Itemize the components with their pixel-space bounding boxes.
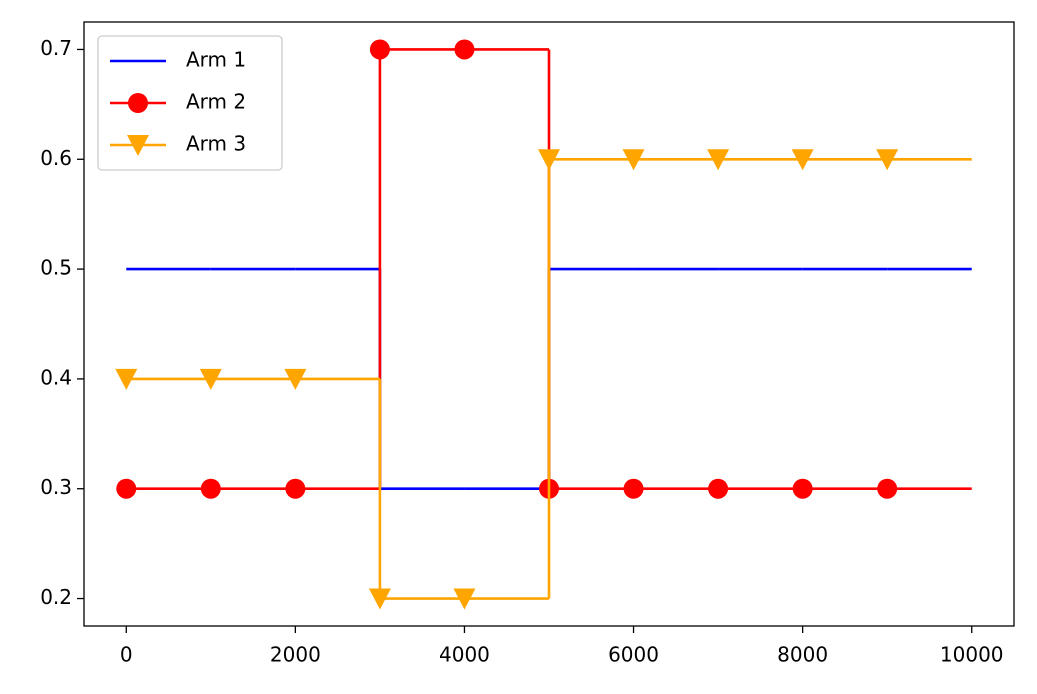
y-tick-label: 0.6 — [40, 146, 72, 170]
x-tick-label: 6000 — [608, 643, 659, 667]
series — [115, 149, 972, 610]
marker — [707, 149, 730, 171]
marker — [199, 368, 222, 390]
marker — [538, 149, 560, 171]
x-tick-label: 4000 — [439, 643, 490, 667]
x-tick-label: 8000 — [777, 643, 828, 667]
x-tick-label: 10000 — [940, 643, 1004, 667]
marker — [454, 39, 475, 60]
marker — [791, 149, 814, 171]
marker — [369, 39, 390, 60]
marker — [116, 478, 137, 499]
marker — [792, 478, 813, 499]
y-tick-label: 0.3 — [40, 475, 72, 499]
y-tick-label: 0.4 — [40, 365, 72, 389]
x-tick-label: 2000 — [270, 643, 321, 667]
marker — [115, 368, 138, 390]
x-tick-label: 0 — [120, 643, 133, 667]
legend: Arm 1 Arm 2 Arm 3 — [97, 35, 283, 171]
marker — [876, 149, 899, 171]
marker — [368, 588, 391, 610]
y-tick-label: 0.2 — [40, 585, 72, 609]
legend-label: Arm 1 — [186, 48, 246, 72]
legend-label: Arm 2 — [186, 90, 246, 114]
marker — [285, 478, 306, 499]
marker — [708, 478, 729, 499]
legend-label: Arm 3 — [186, 132, 246, 156]
y-tick-label: 0.7 — [40, 36, 72, 60]
marker — [284, 368, 307, 390]
marker — [127, 135, 149, 156]
marker — [623, 478, 644, 499]
marker — [200, 478, 221, 499]
marker — [453, 588, 476, 610]
y-tick-label: 0.5 — [40, 256, 72, 280]
marker — [622, 149, 645, 171]
marker — [128, 93, 148, 113]
marker — [877, 478, 898, 499]
plot-frame — [83, 21, 1015, 627]
